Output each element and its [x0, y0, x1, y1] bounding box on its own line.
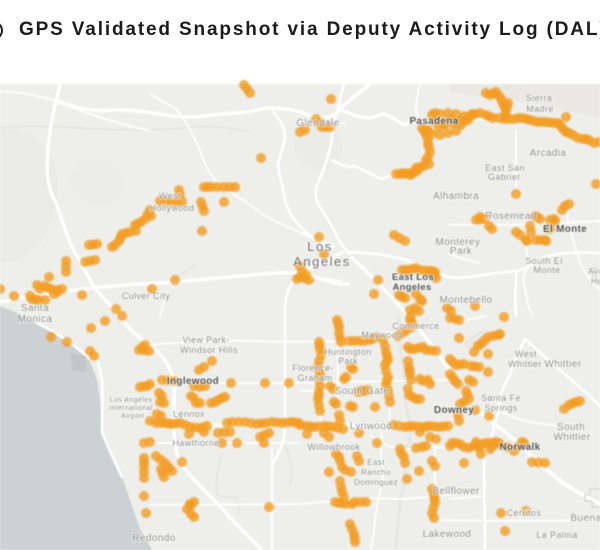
svg-text:Florence-: Florence- [292, 363, 334, 373]
svg-text:Angeles: Angeles [392, 282, 431, 293]
svg-text:Sierra: Sierra [526, 93, 552, 103]
svg-text:Monte: Monte [533, 265, 560, 275]
svg-text:Inglewood: Inglewood [167, 376, 219, 387]
svg-text:Lakewood: Lakewood [423, 529, 472, 540]
svg-text:South: South [557, 422, 585, 433]
svg-text:West: West [515, 349, 537, 359]
svg-text:Windsor Hills: Windsor Hills [180, 345, 238, 355]
svg-text:Whittier: Whittier [553, 432, 590, 443]
svg-text:Angeles: Angeles [293, 254, 350, 269]
svg-text:Heights: Heights [591, 277, 600, 286]
svg-text:Culver City: Culver City [122, 291, 171, 301]
svg-text:Rancho: Rancho [361, 468, 391, 477]
svg-text:Downey: Downey [434, 405, 474, 416]
svg-text:Montebello: Montebello [440, 295, 493, 306]
svg-text:Santa Fe: Santa Fe [481, 393, 521, 403]
svg-text:Bellflower: Bellflower [432, 486, 480, 497]
svg-text:Huntington: Huntington [324, 347, 372, 357]
svg-text:Whittier: Whittier [508, 359, 542, 369]
svg-text:Monterey: Monterey [436, 237, 481, 248]
svg-text:Monica: Monica [18, 314, 53, 325]
svg-text:Dominguez: Dominguez [354, 478, 398, 487]
svg-text:Cerritos: Cerritos [507, 508, 542, 518]
svg-text:Los: Los [307, 239, 332, 254]
svg-text:Maywood: Maywood [361, 330, 402, 340]
svg-text:Santa: Santa [21, 303, 49, 314]
svg-text:East: East [367, 458, 385, 467]
svg-text:Redondo: Redondo [132, 533, 175, 544]
svg-text:Glendale: Glendale [296, 118, 339, 129]
svg-text:Buena: Buena [571, 513, 600, 524]
svg-text:East Los: East Los [392, 272, 434, 283]
svg-text:El Monte: El Monte [543, 224, 587, 235]
svg-text:Avocado: Avocado [588, 267, 600, 276]
svg-text:Willowbrook: Willowbrook [308, 442, 361, 452]
svg-text:La Palma: La Palma [536, 530, 577, 540]
svg-text:Alhambra: Alhambra [433, 191, 479, 202]
svg-text:Whittier: Whittier [544, 359, 581, 370]
svg-text:Hawthorne: Hawthorne [172, 438, 219, 448]
svg-text:Los Angeles: Los Angeles [110, 397, 153, 404]
svg-text:Hollywood: Hollywood [149, 203, 194, 213]
svg-text:International: International [109, 405, 153, 412]
svg-text:Lynwood: Lynwood [350, 421, 392, 432]
svg-text:Pasadena: Pasadena [409, 116, 458, 127]
svg-text:View Park-: View Park- [182, 335, 229, 345]
svg-text:West: West [159, 191, 181, 201]
svg-text:Arcadia: Arcadia [530, 148, 567, 159]
svg-text:Norwalk: Norwalk [499, 442, 540, 453]
svg-text:Rosemead: Rosemead [485, 211, 537, 222]
svg-text:Gabriel: Gabriel [488, 172, 520, 182]
svg-text:East San: East San [485, 163, 525, 173]
svg-text:Park: Park [450, 246, 473, 257]
svg-text:Airport: Airport [121, 413, 144, 420]
svg-text:Graham: Graham [298, 373, 333, 383]
svg-text:Park: Park [338, 356, 358, 366]
svg-text:South Gate: South Gate [335, 386, 390, 397]
svg-text:Madre: Madre [526, 104, 554, 114]
svg-text:Lennox: Lennox [173, 409, 205, 419]
svg-text:South El: South El [525, 256, 562, 266]
svg-text:Commerce: Commerce [392, 321, 439, 331]
svg-text:Springs: Springs [484, 403, 517, 413]
